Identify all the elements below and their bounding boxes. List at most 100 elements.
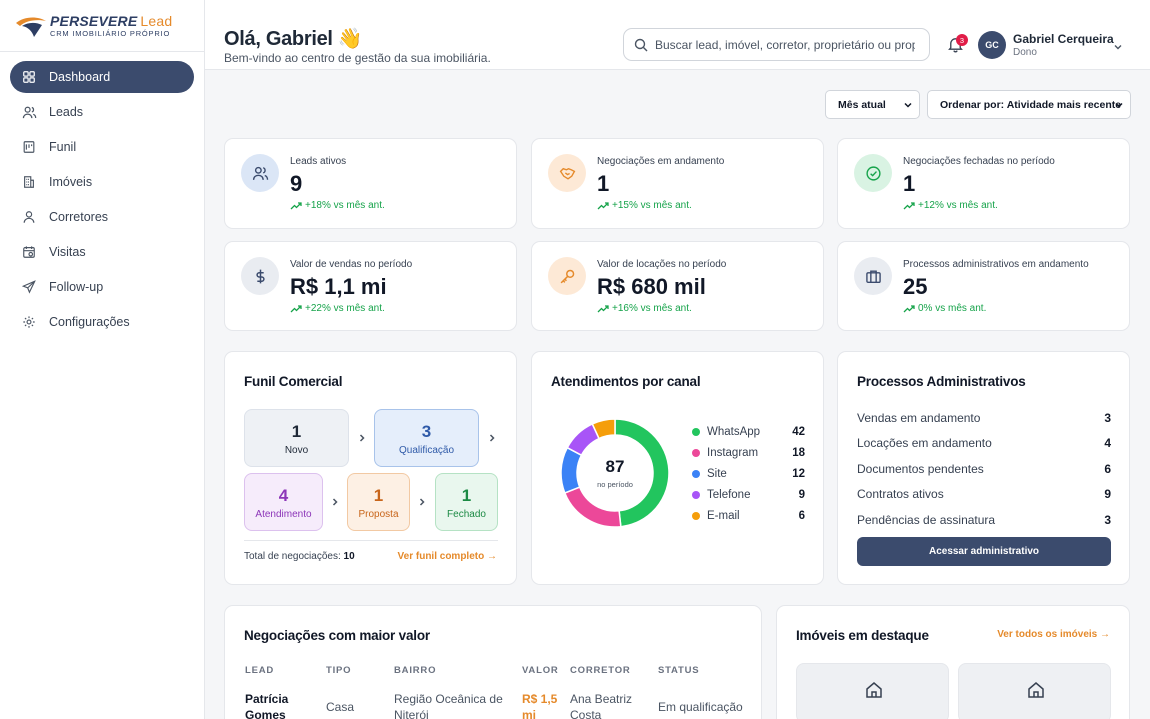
- table-header: CORRETOR: [570, 665, 631, 676]
- funnel-stage-novo[interactable]: 1 Novo: [244, 409, 349, 467]
- kpi-card-valor-locacoes[interactable]: Valor de locações no período R$ 680 mil …: [531, 241, 824, 331]
- funnel-total-value: 10: [343, 551, 355, 562]
- kpi-card-leads-ativos[interactable]: Leads ativos 9 +18% vs mês ant.: [224, 138, 517, 229]
- funnel-total-label: Total de negociações:: [244, 551, 341, 562]
- chevron-right-icon: [489, 434, 495, 442]
- order-select[interactable]: Ordenar por: Atividade mais recente: [927, 90, 1131, 119]
- table-header: STATUS: [658, 665, 700, 676]
- processos-row-label: Pendências de assinatura: [857, 513, 996, 527]
- dashboard-icon: [21, 69, 37, 85]
- kpi-label: Valor de locações no período: [597, 259, 727, 270]
- processos-row-value: 3: [1104, 411, 1111, 425]
- funnel-full-link[interactable]: Ver funil completo →: [397, 551, 497, 562]
- avatar[interactable]: GC: [978, 31, 1006, 59]
- processos-row: Vendas em andamento 3: [857, 411, 1111, 425]
- check-circle-icon: [854, 154, 892, 192]
- top-deals-card: Negociações com maior valor LEAD TIPO BA…: [224, 605, 762, 719]
- funnel-stage-qualificacao[interactable]: 3 Qualificação: [374, 409, 479, 467]
- legend-item: E-mail 6: [692, 509, 805, 523]
- dollar-icon: [241, 257, 279, 295]
- chevron-right-icon: [359, 434, 365, 442]
- sidebar-item-leads[interactable]: Leads: [10, 96, 194, 128]
- sidebar-nav: Dashboard Leads Funil Imóveis Corretores…: [0, 52, 204, 350]
- sidebar-item-label: Funil: [49, 140, 77, 154]
- access-admin-button[interactable]: Acessar administrativo: [857, 537, 1111, 566]
- funnel-stage-label: Atendimento: [255, 509, 312, 520]
- kpi-value: 1: [903, 171, 916, 196]
- legend-label: Instagram: [707, 447, 759, 459]
- sidebar-item-label: Leads: [49, 105, 84, 119]
- property-thumbnail[interactable]: [958, 663, 1111, 719]
- funnel-icon: [21, 139, 37, 155]
- processos-title: Processos Administrativos: [857, 374, 1026, 389]
- calendar-icon: [21, 244, 37, 260]
- funnel-stage-label: Qualificação: [398, 445, 455, 456]
- legend-dot: [692, 428, 700, 436]
- kpi-trend: +15% vs mês ant.: [597, 200, 692, 211]
- table-cell-status: Em qualificação: [658, 700, 743, 714]
- page-subtitle: Bem-vindo ao centro de gestão da sua imo…: [224, 51, 491, 65]
- chevron-down-icon[interactable]: [1112, 40, 1124, 52]
- kpi-label: Negociações em andamento: [597, 156, 725, 167]
- kpi-card-processos-administrativos[interactable]: Processos administrativos em andamento 2…: [837, 241, 1130, 331]
- donut-total: 87: [605, 457, 625, 476]
- processos-row: Documentos pendentes 6: [857, 462, 1111, 476]
- sidebar-item-configuracoes[interactable]: Configurações: [10, 306, 194, 338]
- kpi-trend-text: 0% vs mês ant.: [918, 303, 987, 314]
- funnel-stage-value: 3: [421, 422, 432, 441]
- page-greeting: Olá, Gabriel 👋: [224, 28, 363, 50]
- sidebar-item-label: Visitas: [49, 245, 86, 259]
- brand-logo[interactable]: PERSEVERE Lead CRM IMOBILIÁRIO PRÓPRIO: [0, 0, 204, 52]
- period-select[interactable]: Mês atual: [825, 90, 920, 119]
- send-icon: [21, 279, 37, 295]
- briefcase-icon: [854, 257, 892, 295]
- trend-up-icon: [903, 304, 915, 312]
- channels-donut-chart: [560, 418, 670, 528]
- home-icon: [866, 682, 882, 698]
- kpi-trend-text: +16% vs mês ant.: [612, 303, 692, 314]
- kpi-card-valor-vendas[interactable]: Valor de vendas no período R$ 1,1 mi +22…: [224, 241, 517, 331]
- kpi-card-negociacoes-fechadas[interactable]: Negociações fechadas no período 1 +12% v…: [837, 138, 1130, 229]
- user-name[interactable]: Gabriel Cerqueira: [1013, 32, 1114, 46]
- handshake-icon: [548, 154, 586, 192]
- funnel-stage-proposta[interactable]: 1 Proposta: [347, 473, 410, 531]
- processos-card: Processos Administrativos Vendas em anda…: [837, 351, 1130, 585]
- kpi-trend: +16% vs mês ant.: [597, 303, 692, 314]
- sidebar-item-label: Corretores: [49, 210, 109, 224]
- trend-up-icon: [903, 201, 915, 209]
- kpi-trend-text: +12% vs mês ant.: [918, 200, 998, 211]
- table-cell-valor: R$ 1,5 mi: [522, 692, 558, 719]
- funnel-stage-fechado[interactable]: 1 Fechado: [435, 473, 498, 531]
- processos-row: Contratos ativos 9: [857, 487, 1111, 501]
- trend-up-icon: [290, 201, 302, 209]
- kpi-card-negociacoes-andamento[interactable]: Negociações em andamento 1 +15% vs mês a…: [531, 138, 824, 229]
- sidebar-item-visitas[interactable]: Visitas: [10, 236, 194, 268]
- sidebar-item-funil[interactable]: Funil: [10, 131, 194, 163]
- legend-dot: [692, 491, 700, 499]
- users-icon: [21, 104, 37, 120]
- all-properties-link[interactable]: Ver todos os imóveis →: [997, 629, 1110, 640]
- legend-label: Site: [707, 468, 727, 480]
- sidebar-item-dashboard[interactable]: Dashboard: [10, 61, 194, 93]
- processos-row-value: 3: [1104, 513, 1111, 527]
- search-input[interactable]: [655, 37, 915, 52]
- legend-value: 18: [792, 447, 805, 459]
- property-thumbnail[interactable]: [796, 663, 949, 719]
- processos-row-label: Documentos pendentes: [857, 462, 984, 476]
- kpi-trend-text: +22% vs mês ant.: [305, 303, 385, 314]
- processos-row-value: 4: [1104, 436, 1111, 450]
- kpi-trend: +18% vs mês ant.: [290, 200, 385, 211]
- sidebar-item-follow-up[interactable]: Follow-up: [10, 271, 194, 303]
- home-icon: [1028, 682, 1044, 698]
- sidebar-item-corretores[interactable]: Corretores: [10, 201, 194, 233]
- search-icon: [634, 38, 648, 52]
- table-header: LEAD: [245, 665, 275, 676]
- sidebar-item-label: Configurações: [49, 315, 130, 329]
- user-icon: [21, 209, 37, 225]
- processos-row: Pendências de assinatura 3: [857, 513, 1111, 527]
- processos-row-value: 9: [1104, 487, 1111, 501]
- funnel-stage-atendimento[interactable]: 4 Atendimento: [244, 473, 323, 531]
- sidebar-item-imoveis[interactable]: Imóveis: [10, 166, 194, 198]
- kpi-trend-text: +15% vs mês ant.: [612, 200, 692, 211]
- table-cell-lead: Patrícia Gomes: [245, 692, 289, 719]
